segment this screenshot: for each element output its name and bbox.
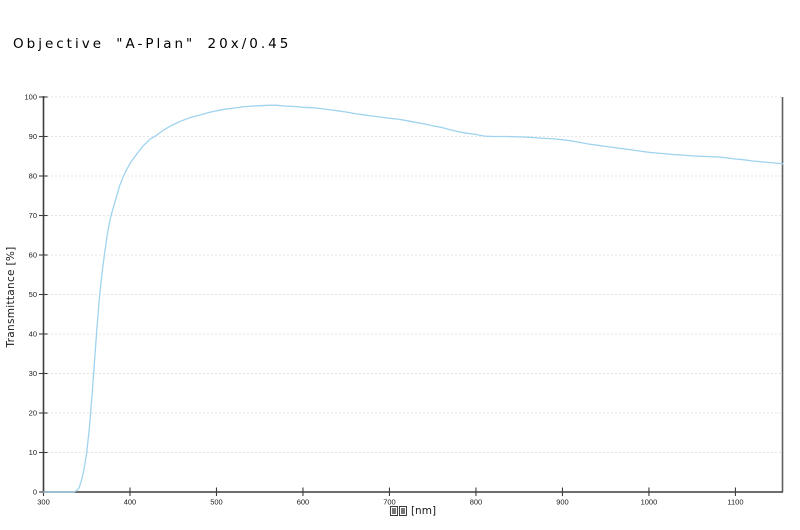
y-tick-label: 50 [29,290,37,299]
x-tick-label: 700 [383,498,396,507]
x-tick-label: 1000 [641,498,658,507]
x-axis-unit: [nm] [410,505,437,517]
missing-glyph-icon [389,506,398,516]
y-tick-label: 100 [24,93,37,102]
x-axis-label: [nm] [389,505,437,517]
transmittance-curve [42,104,784,493]
y-tick-label: 80 [29,172,37,181]
y-tick-label: 60 [29,251,37,260]
y-axis-label: Transmittance [%] [5,246,17,348]
chart-title: Objective "A-Plan" 20x/0.45 [13,36,292,52]
y-tick-label: 90 [29,132,37,141]
x-tick-label: 500 [210,498,223,507]
x-tick-label: 300 [37,498,50,507]
y-tick-label: 0 [33,488,37,497]
y-tick-label: 10 [29,448,37,457]
x-tick-label: 800 [470,498,483,507]
y-tick-label: 70 [29,211,37,220]
missing-glyph-icon [398,506,407,516]
x-tick-label: 600 [297,498,310,507]
y-tick-label: 40 [29,330,37,339]
x-tick-label: 400 [124,498,137,507]
x-tick-label: 1100 [727,498,743,507]
missing-glyph-icons [389,506,407,516]
y-tick-label: 30 [29,369,37,378]
y-tick-label: 20 [29,409,37,418]
x-tick-label: 900 [556,498,569,507]
